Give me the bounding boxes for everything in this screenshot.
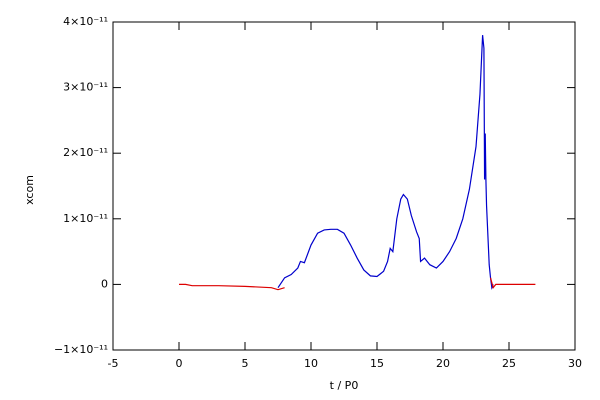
y-axis-label: xcom: [23, 175, 36, 205]
y-tick-label: 1×10⁻¹¹: [63, 212, 108, 225]
x-tick-label: 10: [304, 357, 318, 370]
x-tick-label: 20: [436, 357, 450, 370]
x-tick-label: 30: [568, 357, 582, 370]
series-line: [179, 283, 285, 291]
plot-frame: [112, 21, 576, 351]
series-line: [489, 277, 536, 289]
y-tick-label: 2×10⁻¹¹: [63, 146, 108, 159]
y-tick-label: −1×10⁻¹¹: [54, 343, 108, 356]
x-axis-label: t / P0: [330, 379, 359, 392]
x-tick-label: 15: [370, 357, 384, 370]
x-tick-label: -5: [108, 357, 119, 370]
y-tick-label: 3×10⁻¹¹: [63, 81, 108, 94]
x-tick-label: 25: [502, 357, 516, 370]
series-line: [277, 35, 494, 291]
y-tick-label: 4×10⁻¹¹: [63, 15, 108, 28]
x-tick-label: 0: [176, 357, 183, 370]
x-tick-label: 5: [242, 357, 249, 370]
y-tick-label: 0: [101, 277, 108, 290]
